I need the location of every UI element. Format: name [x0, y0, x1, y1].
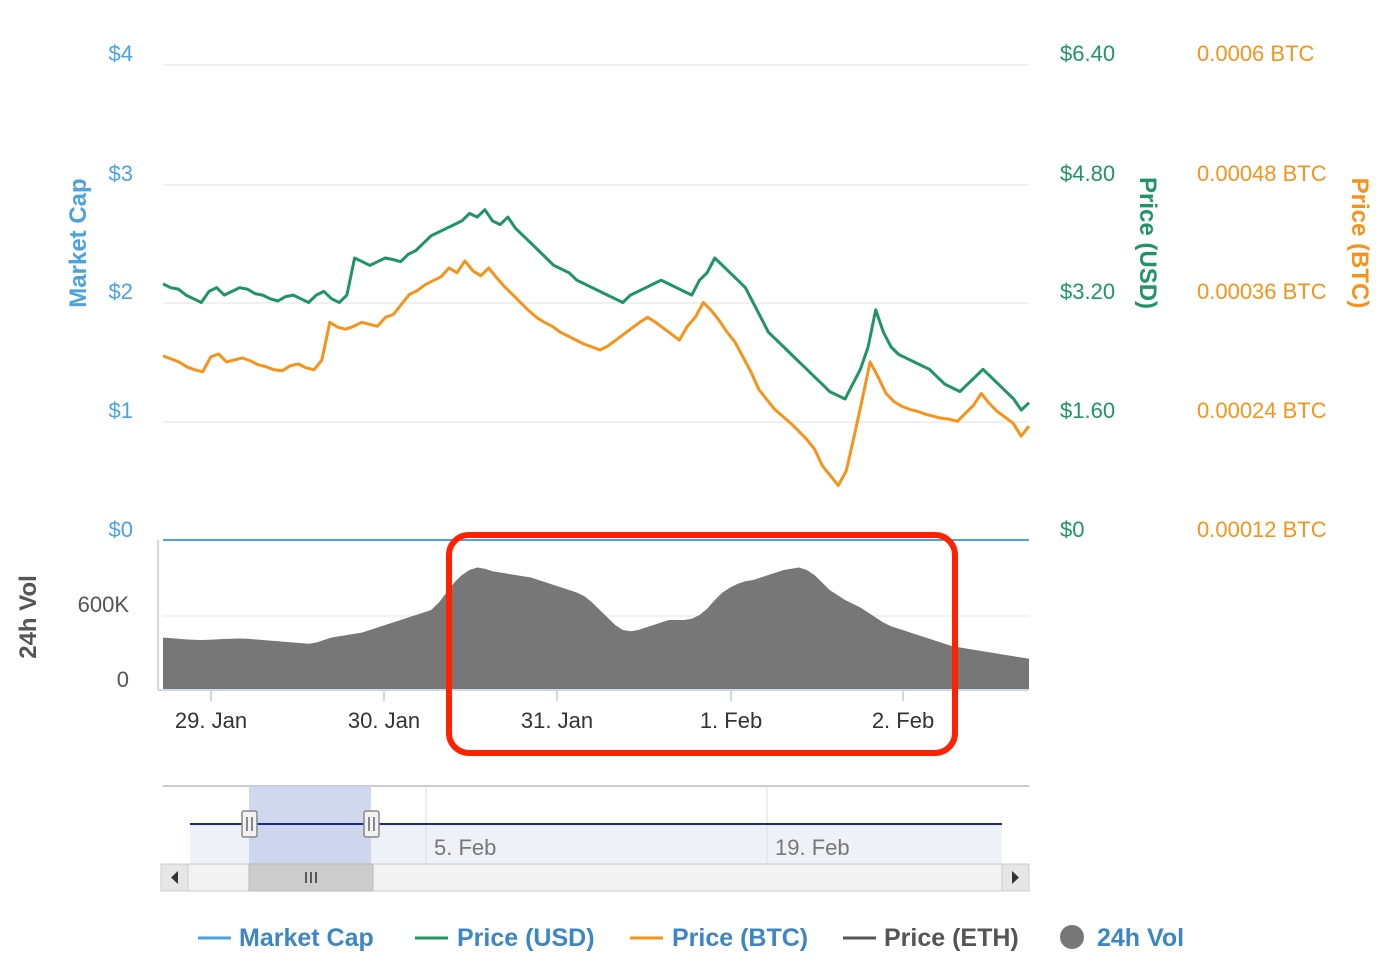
navigator[interactable]: 5. Feb 19. Feb: [163, 785, 1029, 864]
legend-item-price-btc[interactable]: Price (BTC): [630, 924, 808, 952]
price-btc-tick: 0.00012 BTC: [1197, 517, 1327, 542]
legend-dot-icon: [1060, 925, 1084, 949]
scrollbar-thumb[interactable]: [248, 863, 374, 892]
market-cap-tick: $2: [109, 279, 133, 304]
x-tick-label: 2. Feb: [872, 708, 934, 733]
price-usd-tick: $6.40: [1060, 41, 1115, 66]
navigator-right-handle[interactable]: [363, 810, 380, 838]
series-group: [162, 208, 1031, 488]
navigator-label: 19. Feb: [775, 835, 850, 860]
legend: Market Cap Price (USD) Price (BTC) Price…: [198, 924, 1184, 952]
price-usd-tick: $0: [1060, 517, 1084, 542]
price-btc-axis-title: Price (BTC): [1346, 178, 1373, 309]
chevron-right-icon: [1012, 871, 1019, 884]
chevron-left-icon: [171, 871, 178, 884]
legend-label: Price (ETH): [884, 924, 1019, 952]
price-btc-tick: 0.00048 BTC: [1197, 161, 1327, 186]
volume-axis-title: 24h Vol: [15, 575, 42, 659]
price-usd-axis: $6.40 $4.80 $3.20 $1.60 $0 Price (USD): [1060, 41, 1161, 542]
price-usd-axis-title: Price (USD): [1134, 177, 1161, 309]
legend-item-price-usd[interactable]: Price (USD): [415, 924, 595, 952]
series-line-price-btc: [162, 259, 1031, 488]
legend-item-price-eth[interactable]: Price (ETH): [843, 924, 1019, 952]
x-axis: 29. Jan 30. Jan 31. Jan 1. Feb 2. Feb: [158, 689, 1029, 733]
x-tick-label: 29. Jan: [175, 708, 247, 733]
volume-area-group: [163, 567, 1029, 690]
market-cap-tick: $3: [109, 161, 133, 186]
navigator-label: 5. Feb: [434, 835, 496, 860]
price-btc-tick: 0.0006 BTC: [1197, 41, 1315, 66]
x-tick-label: 30. Jan: [348, 708, 420, 733]
volume-pane: 600K 0 24h Vol: [15, 540, 1029, 692]
volume-tick: 600K: [78, 592, 130, 617]
legend-label: Price (USD): [457, 924, 595, 952]
market-cap-axis: $4 $3 $2 $1 $0 Market Cap: [65, 41, 133, 542]
price-usd-tick: $1.60: [1060, 398, 1115, 423]
x-tick-label: 31. Jan: [521, 708, 593, 733]
price-btc-axis: 0.0006 BTC 0.00048 BTC 0.00036 BTC 0.000…: [1197, 41, 1373, 542]
price-btc-tick: 0.00036 BTC: [1197, 279, 1327, 304]
legend-item-market-cap[interactable]: Market Cap: [198, 924, 374, 952]
series-line-price-usd: [162, 208, 1031, 412]
scrollbar[interactable]: [160, 863, 1030, 892]
market-cap-tick: $0: [109, 517, 133, 542]
price-gridlines: [163, 64, 1029, 541]
price-usd-tick: $4.80: [1060, 161, 1115, 186]
highlight-box: [446, 532, 958, 756]
series-24h-vol-area: [163, 567, 1029, 690]
legend-label: 24h Vol: [1097, 924, 1184, 952]
navigator-left-handle[interactable]: [241, 810, 258, 838]
legend-label: Market Cap: [239, 924, 374, 952]
price-usd-tick: $3.20: [1060, 279, 1115, 304]
market-cap-axis-title: Market Cap: [65, 178, 92, 307]
x-tick-label: 1. Feb: [700, 708, 762, 733]
price-btc-tick: 0.00024 BTC: [1197, 398, 1327, 423]
legend-item-24h-vol[interactable]: 24h Vol: [1060, 924, 1184, 952]
market-cap-tick: $1: [109, 398, 133, 423]
market-cap-tick: $4: [109, 41, 133, 66]
volume-tick: 0: [117, 667, 129, 692]
legend-label: Price (BTC): [672, 924, 808, 952]
